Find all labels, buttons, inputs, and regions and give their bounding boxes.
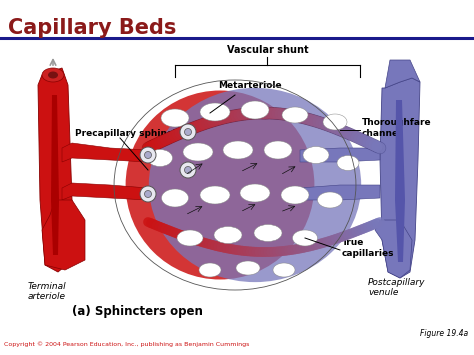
Text: Capillary Beds: Capillary Beds: [8, 18, 176, 38]
Ellipse shape: [161, 109, 189, 127]
Ellipse shape: [240, 184, 270, 202]
Polygon shape: [395, 100, 405, 262]
Ellipse shape: [162, 189, 189, 207]
Circle shape: [145, 191, 152, 197]
Text: Thoroughfare
channel: Thoroughfare channel: [362, 118, 432, 138]
Ellipse shape: [199, 263, 221, 277]
Text: Vascular shunt: Vascular shunt: [227, 45, 308, 55]
Ellipse shape: [254, 224, 282, 241]
Polygon shape: [62, 183, 148, 200]
Polygon shape: [38, 68, 72, 272]
Polygon shape: [375, 220, 412, 278]
Ellipse shape: [264, 141, 292, 159]
Ellipse shape: [214, 226, 242, 244]
Polygon shape: [51, 95, 59, 255]
Ellipse shape: [183, 143, 213, 161]
Ellipse shape: [318, 192, 343, 208]
Polygon shape: [300, 185, 380, 200]
Circle shape: [180, 162, 196, 178]
Ellipse shape: [303, 147, 329, 164]
Ellipse shape: [323, 114, 347, 130]
Ellipse shape: [241, 101, 269, 119]
Circle shape: [184, 129, 191, 136]
Text: Copyright © 2004 Pearson Education, Inc., publishing as Benjamin Cummings: Copyright © 2004 Pearson Education, Inc.…: [4, 342, 249, 347]
Text: Postcapillary
venule: Postcapillary venule: [368, 278, 426, 297]
Circle shape: [180, 124, 196, 140]
Ellipse shape: [223, 141, 253, 159]
Circle shape: [145, 152, 152, 158]
Polygon shape: [385, 60, 420, 88]
Text: Figure 19.4a: Figure 19.4a: [420, 329, 468, 338]
Circle shape: [140, 186, 156, 202]
Ellipse shape: [177, 230, 203, 246]
Text: True
capillaries: True capillaries: [342, 238, 394, 258]
Ellipse shape: [147, 149, 173, 166]
Ellipse shape: [236, 261, 260, 275]
Ellipse shape: [282, 107, 308, 123]
Text: Terminal
arteriole: Terminal arteriole: [28, 282, 67, 301]
Text: Metarteriole: Metarteriole: [218, 81, 282, 90]
Ellipse shape: [149, 88, 361, 282]
Polygon shape: [62, 143, 148, 162]
Ellipse shape: [273, 263, 295, 277]
Text: (a) Sphincters open: (a) Sphincters open: [72, 305, 203, 318]
Ellipse shape: [42, 68, 64, 82]
Ellipse shape: [281, 186, 309, 204]
Ellipse shape: [200, 186, 230, 204]
Ellipse shape: [48, 71, 58, 78]
Circle shape: [140, 147, 156, 163]
Ellipse shape: [292, 230, 318, 246]
Ellipse shape: [337, 155, 359, 170]
Polygon shape: [300, 148, 380, 162]
Polygon shape: [42, 200, 85, 270]
Ellipse shape: [200, 103, 230, 121]
Ellipse shape: [126, 91, 314, 279]
Polygon shape: [380, 78, 420, 278]
Circle shape: [184, 166, 191, 174]
Text: Precapillary sphincters: Precapillary sphincters: [75, 130, 193, 138]
